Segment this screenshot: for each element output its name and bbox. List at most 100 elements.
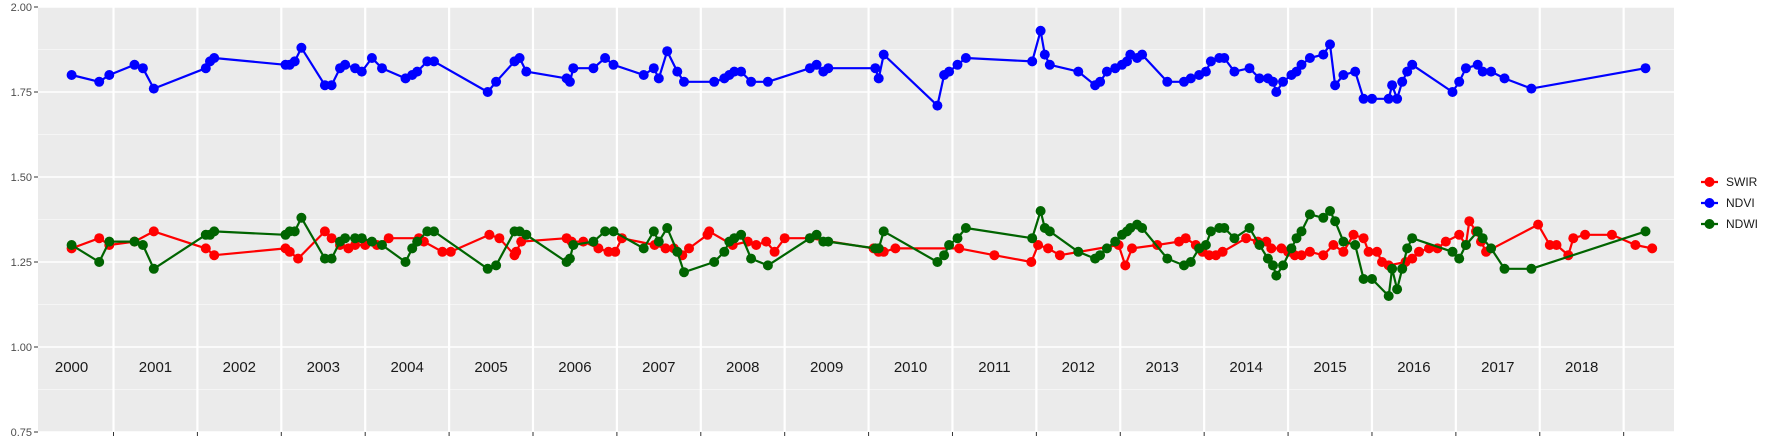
ndwi-point — [1027, 233, 1038, 244]
ndvi-point — [1244, 63, 1255, 74]
ndwi-point — [400, 257, 411, 267]
ndvi-point — [1338, 70, 1349, 80]
ndwi-point — [1367, 274, 1377, 284]
y-tick-label: 2.00 — [11, 2, 32, 14]
swir-point — [1647, 243, 1658, 254]
ndvi-point — [1044, 59, 1055, 70]
swir-point — [1217, 246, 1228, 257]
ndvi-point — [952, 59, 963, 70]
ndvi-point — [104, 70, 115, 80]
ndvi-point — [129, 59, 140, 70]
ndvi-point — [1383, 93, 1394, 104]
ndvi-point — [1101, 66, 1112, 77]
ndvi-point — [377, 63, 387, 74]
ndvi-point — [1526, 83, 1537, 94]
ndwi-point — [1330, 216, 1341, 227]
ndvi-point — [1477, 66, 1488, 77]
ndvi-point — [1254, 73, 1265, 84]
swir-point — [1304, 246, 1315, 257]
swir-point — [1440, 236, 1451, 247]
ndvi-point — [608, 59, 619, 70]
ndwi-point — [672, 246, 683, 257]
ndvi-point — [1205, 56, 1216, 67]
ndwi-point — [1338, 236, 1349, 247]
ndwi-point — [377, 240, 387, 250]
ndwi-point — [600, 226, 611, 237]
ndwi-point — [1358, 274, 1369, 284]
ndwi-point — [709, 257, 720, 267]
swir-point — [209, 250, 220, 261]
ndwi-point — [1392, 284, 1403, 295]
year-label: 2014 — [1229, 359, 1262, 376]
ndvi-point — [823, 63, 834, 74]
ndvi-point — [1392, 93, 1403, 104]
swir-point — [1414, 246, 1424, 257]
ndvi-point — [366, 53, 377, 63]
swir-point — [511, 246, 522, 257]
ndwi-point — [129, 236, 140, 247]
swir-point — [1328, 240, 1339, 250]
ndvi-point — [1304, 53, 1315, 63]
series-layer — [66, 25, 1658, 301]
ndvi-point — [521, 66, 532, 77]
swir-point — [94, 233, 105, 244]
legend-key-swir — [1704, 177, 1715, 187]
swir-point — [148, 226, 159, 237]
ndvi-point — [356, 66, 367, 77]
swir-point — [1266, 243, 1277, 254]
swir-point — [1054, 250, 1065, 261]
series-ndvi — [66, 25, 1651, 111]
ndwi-point — [1499, 263, 1510, 274]
swir-point — [293, 253, 304, 264]
ndvi-point — [1073, 66, 1084, 77]
ndvi-point — [709, 76, 720, 87]
ndvi-point — [1387, 80, 1398, 91]
ndwi-point — [932, 257, 943, 267]
y-tick-label: 1.50 — [11, 172, 32, 184]
swir-point — [1120, 260, 1131, 271]
swir-point — [684, 243, 694, 254]
swir-point — [1533, 219, 1544, 230]
ndwi-point — [1486, 243, 1497, 254]
swir-point — [761, 236, 772, 247]
ndwi-point — [1286, 243, 1297, 254]
ndvi-point — [1035, 25, 1046, 36]
ndwi-point — [878, 226, 889, 237]
ndwi-point — [1460, 240, 1471, 250]
y-axis: 0.75 1.00 1.25 1.50 1.75 2.00 — [11, 2, 38, 439]
ndwi-point — [1278, 260, 1288, 271]
swir-point — [890, 243, 901, 254]
swir-point — [1180, 233, 1191, 244]
ndvi-point — [66, 70, 77, 80]
ndvi-point — [1185, 73, 1196, 84]
swir-point — [1358, 233, 1369, 244]
ndwi-point — [289, 226, 300, 237]
year-label: 2000 — [55, 359, 88, 376]
swir-point — [284, 246, 295, 257]
ndvi-point — [1350, 66, 1361, 77]
ndvi-point — [482, 87, 493, 97]
ndwi-point — [209, 226, 220, 237]
ndvi-point — [648, 63, 659, 74]
ndvi-point — [137, 63, 148, 74]
swir-point — [1580, 229, 1591, 240]
swir-point — [1407, 253, 1418, 264]
ndvi-point — [662, 46, 673, 57]
y-tick-label: 0.75 — [11, 427, 32, 439]
year-label: 2010 — [894, 359, 927, 376]
swir-point — [1454, 229, 1465, 240]
ndwi-point — [326, 253, 337, 264]
ndvi-point — [1200, 66, 1211, 77]
ndvi-point — [1027, 56, 1038, 67]
y-tick-label: 1.25 — [11, 257, 32, 269]
year-label: 2017 — [1481, 359, 1514, 376]
year-separators — [112, 7, 1625, 432]
swir-point — [1241, 233, 1252, 244]
ndwi-point — [648, 226, 659, 237]
ndwi-point — [939, 250, 950, 261]
ndvi-point — [429, 56, 439, 67]
ndvi-point — [326, 80, 337, 91]
ndvi-point — [412, 66, 423, 77]
ndvi-point — [340, 59, 351, 70]
ndwi-point — [568, 240, 579, 250]
